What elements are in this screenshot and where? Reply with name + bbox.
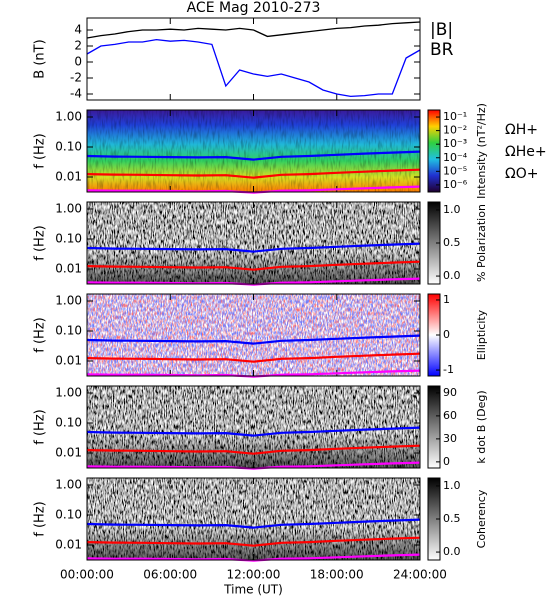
y-tick-label: 0.01 <box>55 169 82 183</box>
series-line <box>86 21 421 39</box>
plot-frame <box>86 17 421 101</box>
spectrogram-shade <box>87 478 420 560</box>
colorbar-label: Intensity (nT²/Hz) <box>475 103 488 199</box>
y-tick-label: 4 <box>74 23 82 37</box>
y-tick-label: 0.10 <box>55 507 82 521</box>
x-tick-label: 24:00:00 <box>393 568 447 582</box>
y-tick-label: 1.00 <box>55 201 82 215</box>
x-tick-label: 18:00:00 <box>310 568 364 582</box>
colorbar-tick-label: 90 <box>443 386 457 399</box>
series-line <box>86 38 421 98</box>
spectrogram-blue <box>87 294 420 376</box>
y-axis-label: f (Hz) <box>33 409 48 444</box>
x-tick-label: 06:00:00 <box>143 568 197 582</box>
series-line <box>86 334 421 345</box>
y-tick-label: 0.01 <box>55 445 82 459</box>
colorbar-tick-label: 0.0 <box>443 545 461 558</box>
legend-label: BR <box>430 40 454 60</box>
colorbar-tick-label: 30 <box>443 432 457 445</box>
x-axis-label: Time (UT) <box>223 583 283 597</box>
spectrogram-shade <box>87 202 420 284</box>
plot-frame <box>86 201 421 285</box>
series-line <box>86 518 421 529</box>
y-tick-label: 1.00 <box>55 385 82 399</box>
colorbar-tick-label: 0.5 <box>443 512 461 525</box>
colorbar-tick-label: 1.0 <box>443 203 461 216</box>
colorbar-tick-label: 60 <box>443 409 457 422</box>
legend-label: ΩH+ <box>505 122 538 138</box>
y-axis-label: B (nT) <box>33 39 48 78</box>
colorbar-tick-label: 10⁻¹ <box>443 110 467 123</box>
series-line <box>86 150 421 161</box>
colorbar-tick-label: 0.5 <box>443 236 461 249</box>
colorbar-label: Ellipticity <box>475 309 488 360</box>
y-tick-label: 0.10 <box>55 323 82 337</box>
y-tick-label: 0.01 <box>55 537 82 551</box>
series-line <box>86 426 421 437</box>
y-axis-label: f (Hz) <box>33 133 48 168</box>
series-line <box>86 369 421 378</box>
series-line <box>86 185 421 194</box>
colorbar-tick-label: 0 <box>443 455 450 468</box>
colorbar <box>427 385 441 469</box>
x-tick-label: 12:00:00 <box>227 568 281 582</box>
colorbar-tick-label: 10⁻⁴ <box>443 151 468 164</box>
colorbar <box>427 109 441 193</box>
colorbar-tick-label: 0.0 <box>443 269 461 282</box>
colorbar-tick-label: 1.0 <box>443 479 461 492</box>
y-tick-label: 2 <box>74 39 82 53</box>
series-line <box>86 260 421 271</box>
y-tick-label: 1.00 <box>55 109 82 123</box>
colorbar-label: Coherency <box>475 489 488 548</box>
series-line <box>86 277 421 286</box>
colorbar-label: k dot B (Deg) <box>475 390 488 463</box>
series-line <box>86 553 421 562</box>
plot-frame <box>86 109 421 193</box>
series-line <box>86 536 421 547</box>
y-axis-label: f (Hz) <box>33 501 48 536</box>
y-tick-label: 0.10 <box>55 415 82 429</box>
y-tick-label: 0.10 <box>55 139 82 153</box>
y-tick-label: -2 <box>70 71 82 85</box>
y-tick-label: 1.00 <box>55 293 82 307</box>
colorbar-tick-label: 10⁻² <box>443 124 467 137</box>
spectrogram-texture <box>87 110 420 192</box>
colorbar-tick-label: 1 <box>443 293 450 306</box>
y-tick-label: 0.01 <box>55 261 82 275</box>
y-axis-label: f (Hz) <box>33 225 48 260</box>
legend-label: ΩHe+ <box>505 144 547 160</box>
spectrogram-shade <box>87 386 420 468</box>
legend-label: |B| <box>430 20 453 40</box>
y-tick-label: -4 <box>70 87 82 101</box>
plot-frame <box>86 293 421 377</box>
series-line <box>86 461 421 470</box>
y-tick-label: 0.10 <box>55 231 82 245</box>
series-line <box>86 242 421 253</box>
y-tick-label: 1.00 <box>55 477 82 491</box>
legend-label: ΩO+ <box>505 166 538 182</box>
colorbar-tick-label: 10⁻⁶ <box>443 178 468 191</box>
y-axis-label: f (Hz) <box>33 317 48 352</box>
plot-frame <box>86 477 421 561</box>
colorbar-tick-label: 0 <box>443 328 450 341</box>
colorbar-label: % Polarization <box>475 204 488 282</box>
series-line <box>86 352 421 363</box>
colorbar-tick-label: 10⁻⁵ <box>443 164 467 177</box>
chart-title: ACE Mag 2010-273 <box>187 0 321 16</box>
colorbar-tick-label: 10⁻³ <box>443 137 467 150</box>
colorbar-tick-label: -1 <box>443 363 454 376</box>
x-tick-label: 00:00:00 <box>60 568 114 582</box>
plot-frame <box>86 385 421 469</box>
series-line <box>86 444 421 455</box>
y-tick-label: 0 <box>74 55 82 69</box>
series-line <box>86 168 421 179</box>
y-tick-label: 0.01 <box>55 353 82 367</box>
